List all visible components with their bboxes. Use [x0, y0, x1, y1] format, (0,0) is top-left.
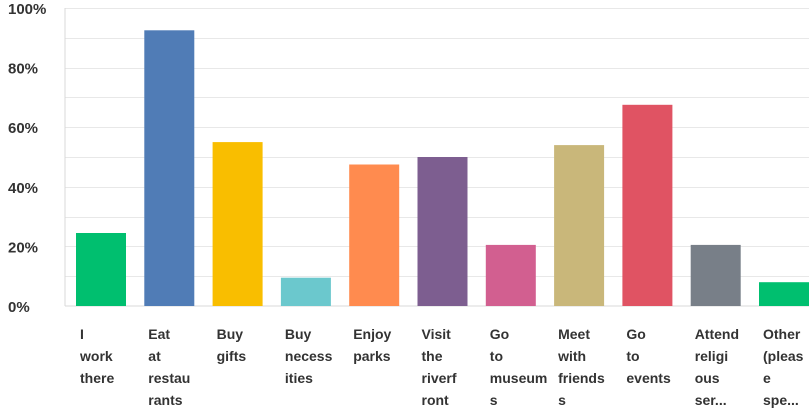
- bar: [76, 233, 126, 306]
- bar: [486, 245, 536, 306]
- bar: [281, 278, 331, 306]
- x-tick-label-line: religi: [695, 348, 728, 364]
- x-tick-label-line: museum: [490, 370, 548, 386]
- x-tick-label-line: Enjoy: [353, 326, 391, 342]
- x-tick-label-line: Meet: [558, 326, 590, 342]
- bar: [349, 165, 399, 307]
- x-tick-label: Go to events: [626, 326, 671, 386]
- x-tick-label-line: s: [558, 392, 566, 408]
- x-tick-label-line: there: [80, 370, 114, 386]
- bar: [144, 30, 194, 306]
- x-tick-label: Buy gifts: [217, 326, 247, 364]
- y-tick-label: 60%: [8, 120, 38, 137]
- bars: [76, 30, 809, 306]
- x-tick-label-line: s: [490, 392, 498, 408]
- bar: [554, 145, 604, 306]
- x-tick-label-line: gifts: [217, 348, 247, 364]
- y-tick-labels: 0% 20% 40% 60% 80% 100%: [8, 1, 46, 316]
- bar: [213, 142, 263, 306]
- x-tick-label-line: work: [79, 348, 113, 364]
- x-tick-label-line: to: [626, 348, 639, 364]
- x-tick-label-line: rants: [148, 392, 182, 408]
- x-tick-label: Meet with friends s: [557, 326, 605, 408]
- x-tick-label-line: I: [80, 326, 84, 342]
- x-tick-label: Buy necess ities: [285, 326, 333, 386]
- bar: [759, 282, 809, 306]
- x-tick-label-line: ser...: [695, 392, 727, 408]
- y-tick-label: 0%: [8, 299, 30, 316]
- x-tick-label-line: at: [148, 348, 161, 364]
- x-tick-label-line: with: [557, 348, 586, 364]
- x-tick-label-line: Other: [763, 326, 801, 342]
- x-tick-label-line: friends: [558, 370, 605, 386]
- y-tick-label: 100%: [8, 1, 46, 18]
- x-tick-label: Visit the riverf ront: [422, 326, 457, 408]
- x-tick-label: Eat at restau rants: [148, 326, 190, 408]
- bar: [418, 157, 468, 306]
- x-tick-label-line: to: [490, 348, 503, 364]
- x-tick-label: Enjoy parks: [353, 326, 391, 364]
- y-tick-label: 20%: [8, 239, 38, 256]
- x-tick-label-line: restau: [148, 370, 190, 386]
- x-tick-label-line: spe...: [763, 392, 799, 408]
- x-tick-label-line: necess: [285, 348, 333, 364]
- x-tick-label-line: Go: [490, 326, 509, 342]
- y-tick-label: 40%: [8, 180, 38, 197]
- x-tick-label-line: Eat: [148, 326, 170, 342]
- x-tick-label: Attend religi ous ser...: [695, 326, 739, 408]
- x-tick-label: Go to museum s: [490, 326, 548, 408]
- x-tick-label: Other (pleas e spe...: [763, 326, 804, 408]
- x-tick-label-line: Buy: [217, 326, 244, 342]
- x-tick-label-line: ities: [285, 370, 313, 386]
- x-tick-label-line: riverf: [422, 370, 457, 386]
- x-tick-label-line: ous: [695, 370, 720, 386]
- x-tick-label-line: Go: [626, 326, 645, 342]
- x-tick-label-line: Visit: [422, 326, 452, 342]
- x-tick-label-line: Attend: [695, 326, 739, 342]
- x-tick-label-line: ront: [422, 392, 450, 408]
- bar: [622, 105, 672, 306]
- x-tick-label-line: the: [422, 348, 443, 364]
- x-tick-label-line: parks: [353, 348, 391, 364]
- bar: [691, 245, 741, 306]
- x-tick-label-line: e: [763, 370, 771, 386]
- x-tick-label-line: events: [626, 370, 671, 386]
- y-tick-label: 80%: [8, 61, 38, 78]
- x-tick-label-line: Buy: [285, 326, 312, 342]
- x-tick-label-line: (pleas: [763, 348, 804, 364]
